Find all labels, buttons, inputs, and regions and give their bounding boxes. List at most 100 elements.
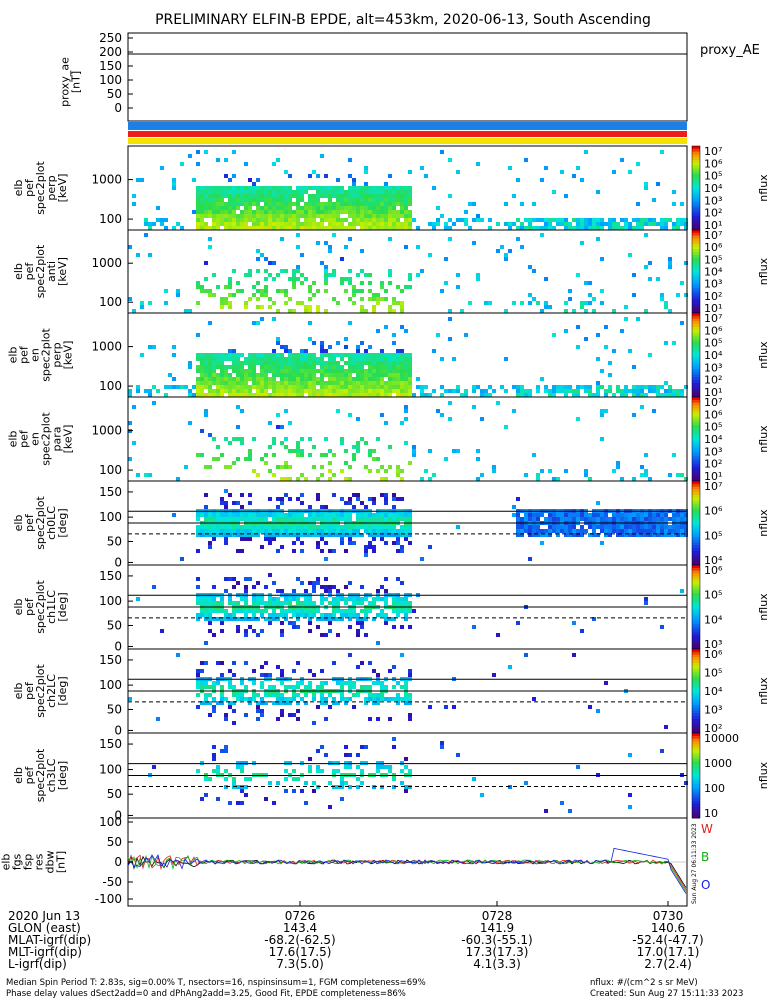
spec-cell	[536, 513, 540, 517]
spec-cell	[304, 357, 308, 361]
spec-cell	[636, 226, 640, 230]
spec-cell	[260, 685, 264, 689]
spec-cell	[440, 357, 444, 361]
spec-cell	[360, 373, 364, 377]
spec-cell	[236, 513, 240, 517]
spec-cell	[296, 385, 300, 389]
spec-cell	[480, 218, 484, 222]
spec-cell	[320, 529, 324, 533]
spec-cell	[204, 613, 208, 617]
spec-cell	[240, 525, 244, 529]
fgs-tick-label: -50	[102, 875, 122, 889]
spec-cell	[396, 601, 400, 605]
colorbar-swatch	[692, 806, 700, 810]
spec-cell	[232, 609, 236, 613]
spec-cell	[612, 469, 616, 473]
spec-cell	[324, 633, 328, 637]
spec-cell	[580, 529, 584, 533]
spec-cell	[320, 226, 324, 230]
spec-cell	[600, 289, 604, 293]
spec-cell	[356, 361, 360, 365]
spec-cell	[384, 385, 388, 389]
spec-cell	[400, 361, 404, 365]
spec-cell	[676, 525, 680, 529]
panel-ch3-ylabel-line: pef	[23, 766, 36, 785]
spec-cell	[384, 589, 388, 593]
spec-cell	[528, 222, 532, 226]
spec-cell	[140, 353, 144, 357]
spec-cell	[624, 533, 628, 537]
spec-cell	[252, 321, 256, 325]
spec-cell	[200, 365, 204, 369]
spec-cell	[300, 513, 304, 517]
spec-cell	[212, 753, 216, 757]
spec-cell	[684, 261, 688, 265]
spec-cell	[608, 525, 612, 529]
spec-cell	[448, 309, 452, 313]
spec-cell	[476, 449, 480, 453]
spec-cell	[352, 178, 356, 182]
spec-cell	[656, 525, 660, 529]
spec-cell	[364, 465, 368, 469]
spec-cell	[404, 517, 408, 521]
spec-cell	[208, 289, 212, 293]
spec-cell	[308, 597, 312, 601]
spec-cell	[536, 517, 540, 521]
spec-cell	[672, 202, 676, 206]
spec-cell	[264, 661, 268, 665]
spec-cell	[216, 365, 220, 369]
spec-cell	[272, 801, 276, 805]
spec-cell	[524, 653, 528, 657]
spec-cell	[408, 673, 412, 677]
spec-cell	[196, 517, 200, 521]
spec-cell	[280, 633, 284, 637]
spec-cell	[340, 513, 344, 517]
spec-cell	[280, 621, 284, 625]
spec-cell	[536, 477, 540, 481]
spec-cell	[256, 178, 260, 182]
spec-cell	[248, 493, 252, 497]
spec-cell	[384, 365, 388, 369]
spec-cell	[408, 701, 412, 705]
x-row-value: 0730	[653, 909, 684, 923]
spec-cell	[540, 469, 544, 473]
spec-cell	[588, 513, 592, 517]
spec-cell	[408, 693, 412, 697]
spec-cell	[200, 661, 204, 665]
spec-cell	[552, 477, 556, 481]
spec-cell	[328, 198, 332, 202]
spec-cell	[216, 381, 220, 385]
spec-cell	[332, 373, 336, 377]
panel-ch3-ylabel-line: ch3LC	[45, 758, 58, 792]
spec-cell	[532, 226, 536, 230]
spec-cell	[196, 285, 200, 289]
spec-cell	[356, 389, 360, 393]
spec-cell	[220, 517, 224, 521]
colorbar-swatch	[692, 472, 700, 476]
spec-cell	[356, 190, 360, 194]
spec-cell	[340, 226, 344, 230]
spec-cell	[304, 533, 308, 537]
spec-cell	[272, 517, 276, 521]
spec-cell	[464, 210, 468, 214]
spec-cell	[364, 393, 368, 397]
spec-cell	[348, 413, 352, 417]
spec-cell	[356, 765, 360, 769]
spec-cell	[224, 218, 228, 222]
spec-cell	[588, 293, 592, 297]
spec-cell	[224, 353, 228, 357]
spec-cell	[544, 389, 548, 393]
spec-cell	[224, 158, 228, 162]
spec-cell	[392, 381, 396, 385]
spec-cell	[316, 617, 320, 621]
colorbar-swatch	[692, 629, 700, 633]
panel-pef_en_para-ylabel-line: spec2plot	[40, 412, 53, 466]
spec-cell	[300, 529, 304, 533]
colorbar-swatch	[692, 688, 700, 692]
spec-cell	[212, 697, 216, 701]
panel-pef_en_perp-ylabel-line: [keV]	[62, 341, 75, 370]
colorbar-swatch	[692, 509, 700, 513]
spec-cell	[360, 525, 364, 529]
spec-cell	[380, 222, 384, 226]
